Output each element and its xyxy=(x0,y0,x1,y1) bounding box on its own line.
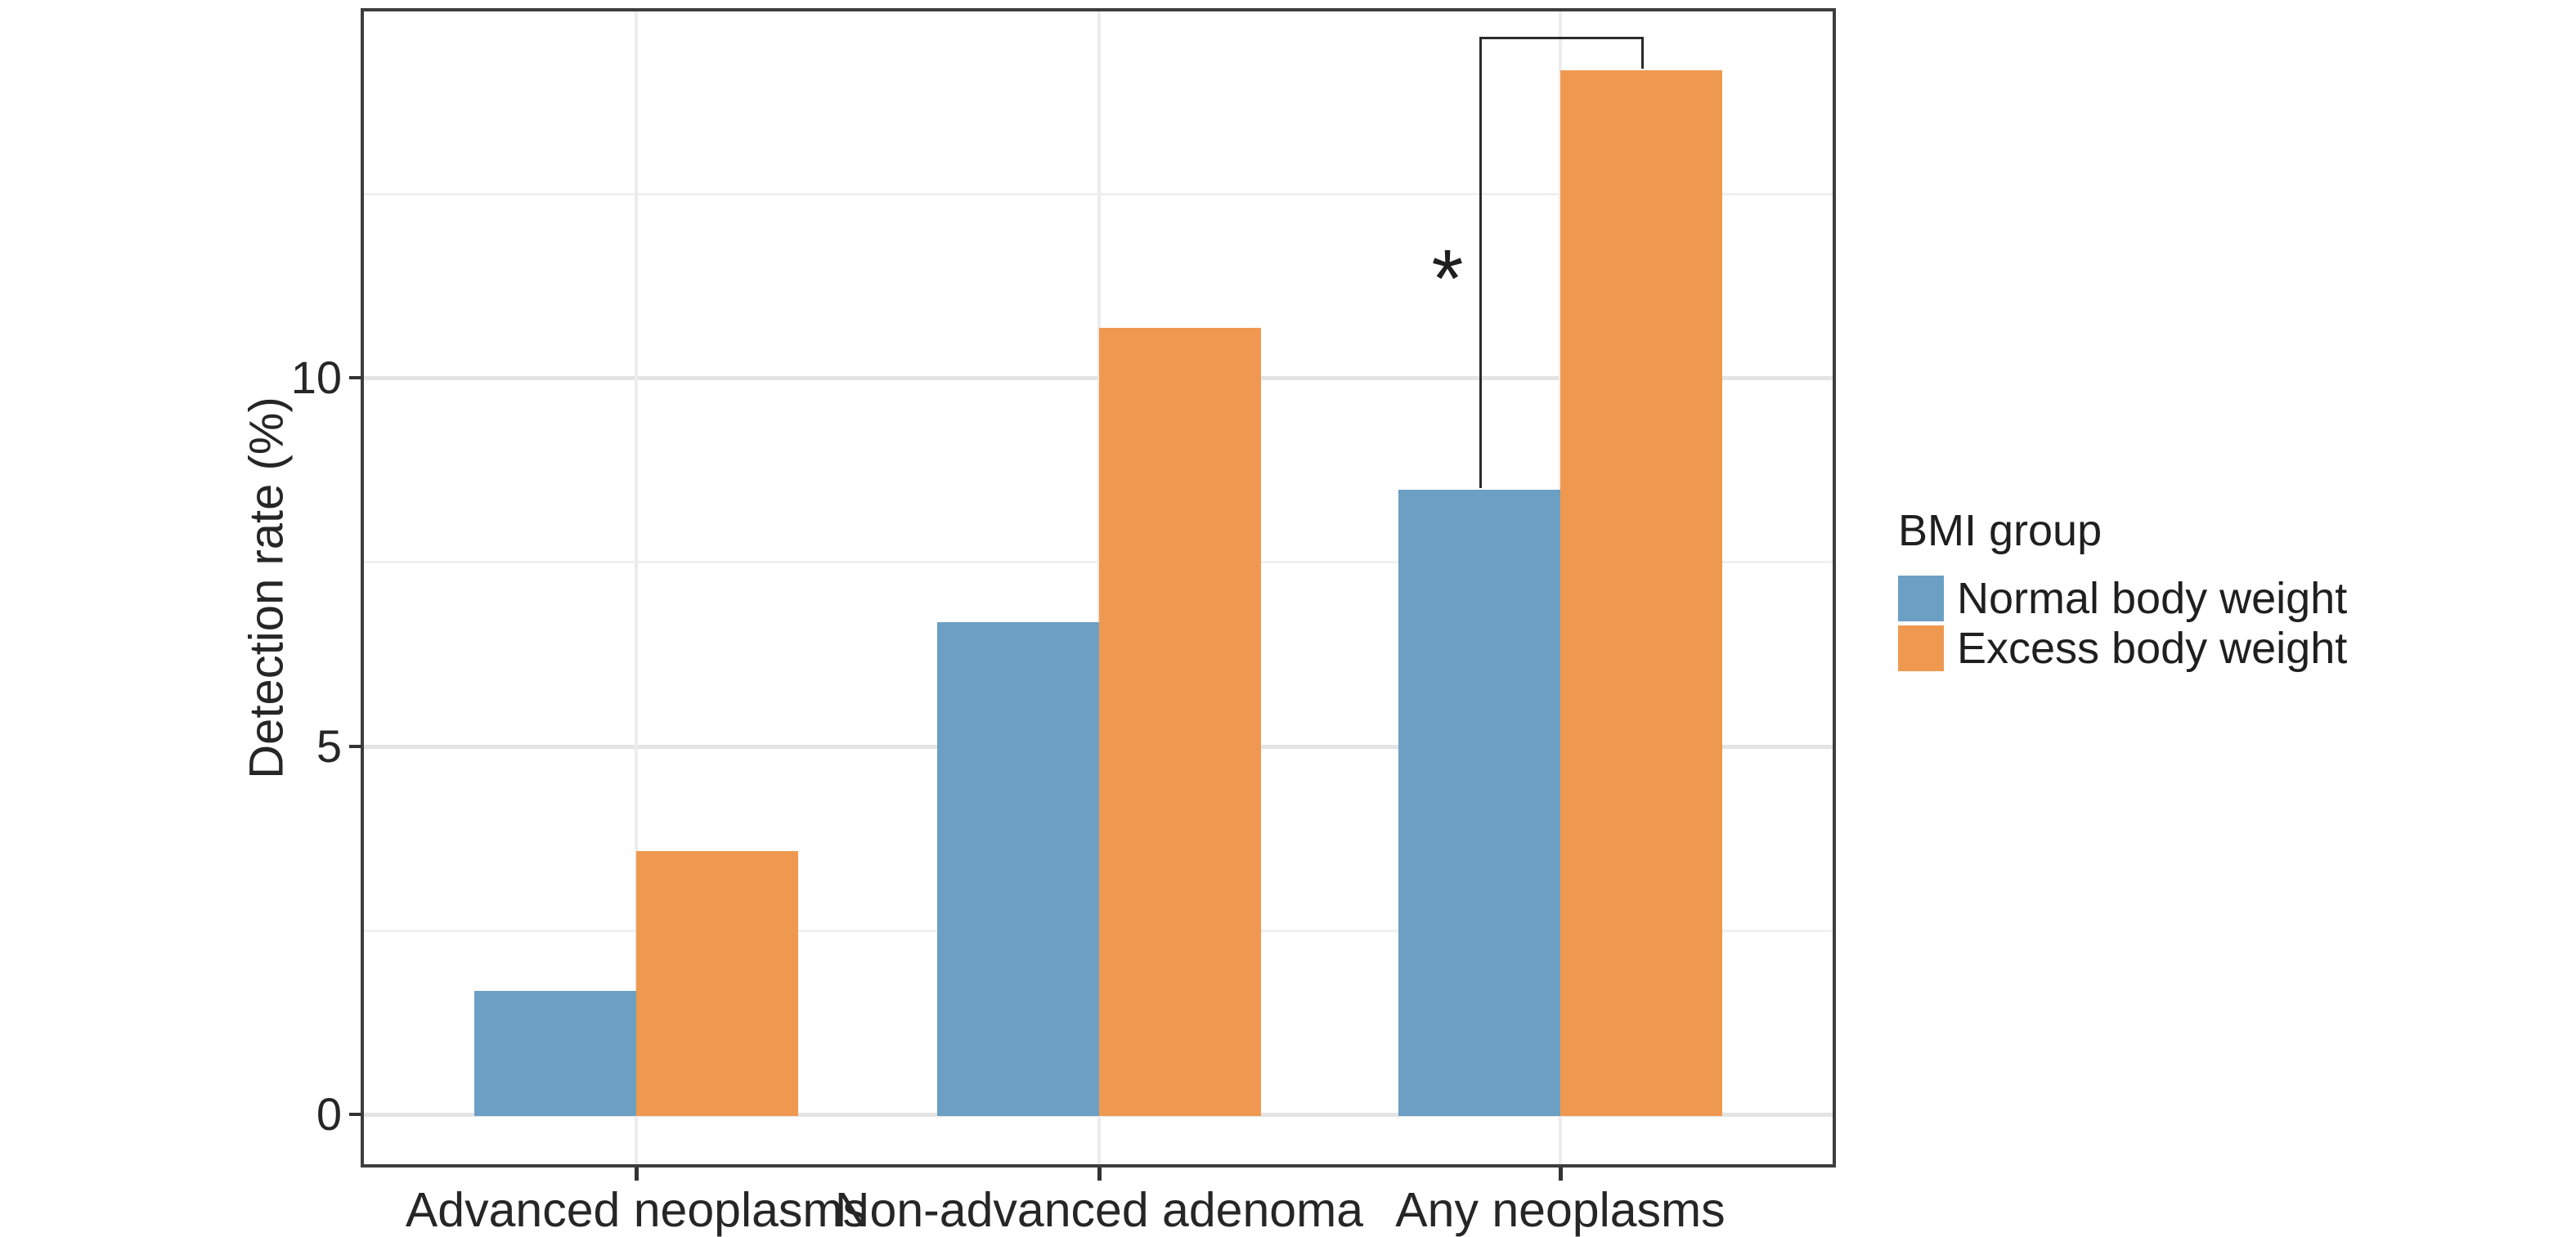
bar-excess-2 xyxy=(1560,70,1722,1116)
legend-swatch-normal xyxy=(1898,576,1944,621)
y-axis-title: Detection rate (%) xyxy=(240,397,294,779)
y-tick-label: 10 xyxy=(290,352,342,403)
bracket-left-leg xyxy=(1479,37,1482,489)
legend-item-label: Normal body weight xyxy=(1957,574,2348,623)
x-axis-tick xyxy=(1097,1168,1102,1181)
legend-swatch-excess xyxy=(1898,625,1944,671)
y-axis-tick xyxy=(349,376,361,379)
x-tick-label: Non-advanced adenoma xyxy=(834,1183,1364,1237)
bar-normal-1 xyxy=(937,622,1099,1116)
y-tick-label: 0 xyxy=(316,1088,342,1140)
plot-panel xyxy=(361,8,1836,1168)
bracket-horizontal xyxy=(1479,37,1644,39)
x-axis-tick xyxy=(635,1168,639,1181)
legend-item: Excess body weight xyxy=(1898,625,2347,671)
category-gridline xyxy=(635,11,638,1164)
y-axis-tick xyxy=(349,1113,361,1116)
x-tick-label: Advanced neoplasms xyxy=(405,1183,868,1237)
bracket-right-leg xyxy=(1641,37,1644,69)
bar-normal-0 xyxy=(474,991,636,1116)
y-axis-tick xyxy=(349,744,361,748)
legend-item-label: Excess body weight xyxy=(1957,624,2348,673)
bar-excess-0 xyxy=(636,851,798,1116)
x-tick-label: Any neoplasms xyxy=(1395,1183,1726,1237)
x-axis-tick xyxy=(1559,1168,1563,1181)
y-tick-label: 5 xyxy=(316,719,342,772)
bar-normal-2 xyxy=(1398,490,1560,1116)
legend: BMI group Normal body weight Excess body… xyxy=(1898,505,2347,675)
bar-excess-1 xyxy=(1099,328,1261,1116)
significance-asterisk: * xyxy=(1431,233,1464,325)
legend-item: Normal body weight xyxy=(1898,576,2347,621)
legend-title: BMI group xyxy=(1898,506,2103,555)
